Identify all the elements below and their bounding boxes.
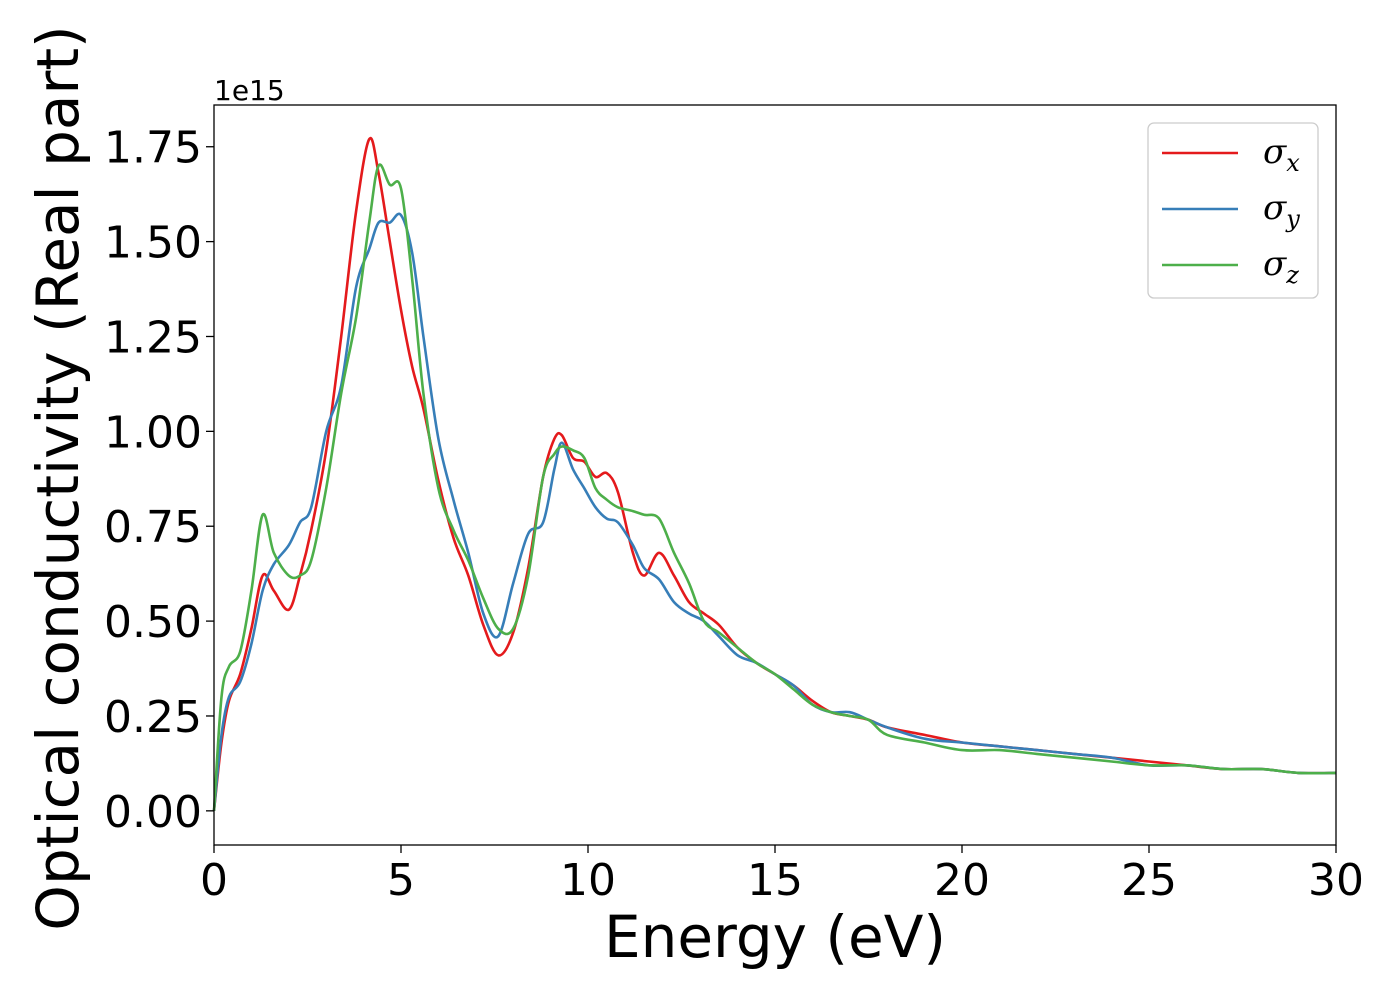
y-tick-label: 0.00 [104,787,202,838]
series-layer [212,136,1337,811]
x-tick-label: 25 [1121,855,1177,906]
y-tick-label: 1.50 [104,218,202,269]
y-tick-label: 1.25 [104,312,202,363]
series-line-sigma-z [212,163,1337,811]
y-tick-label: 1.00 [104,407,202,458]
x-tick-label: 10 [560,855,616,906]
x-axis-title: Energy (eV) [604,903,946,971]
legend-frame [1147,122,1319,299]
series-line-sigma-y [212,212,1337,811]
y-tick-label: 0.50 [104,597,202,648]
y-axis-title: Optical conductivity (Real part) [24,25,92,930]
x-tick-label: 0 [200,855,228,906]
x-axis-ticks: 0 5 10 15 20 25 30 [200,845,1364,906]
y-axis-ticks: 0.00 0.25 0.50 0.75 1.00 1.25 1.50 1.75 [104,123,214,838]
x-tick-label: 15 [747,855,803,906]
legend-label-sigma-y: σy [1263,188,1300,233]
x-tick-label: 30 [1308,855,1364,906]
y-offset-label: 1e15 [214,74,285,107]
y-tick-label: 0.75 [104,502,202,553]
series-line-sigma-x [212,136,1337,811]
y-tick-label: 0.25 [104,692,202,743]
x-tick-label: 20 [934,855,990,906]
x-tick-label: 5 [387,855,415,906]
y-tick-label: 1.75 [104,123,202,174]
